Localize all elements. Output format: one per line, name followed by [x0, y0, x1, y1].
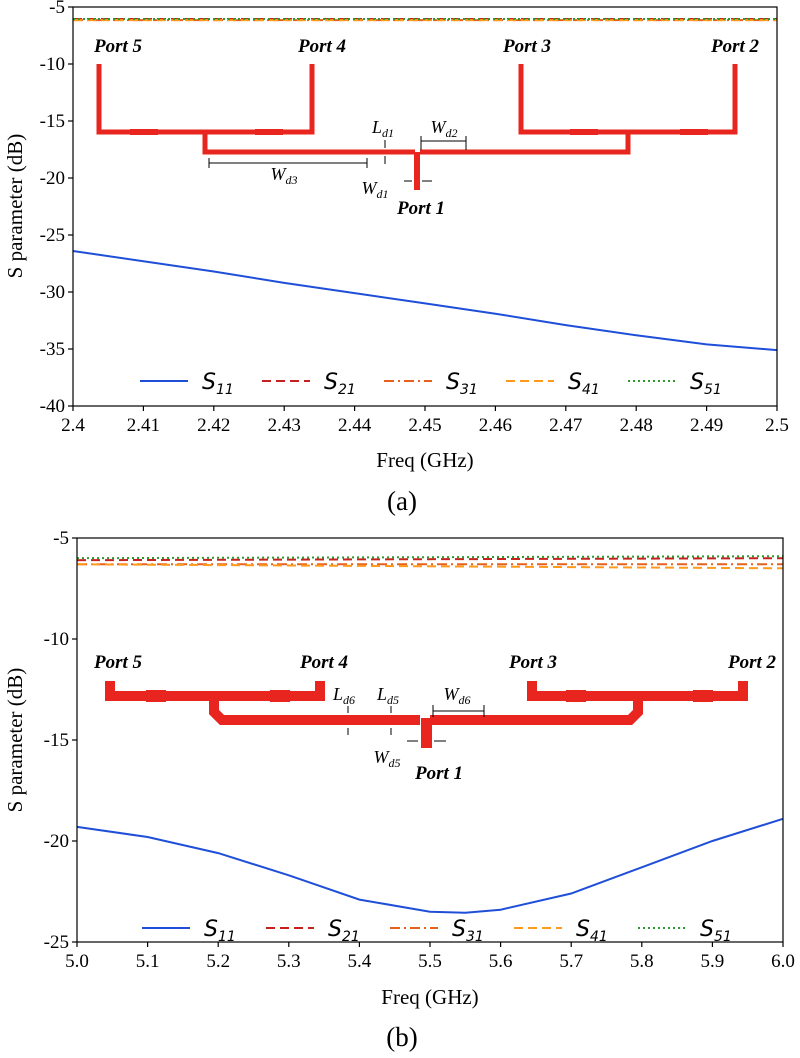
- y-tick-label: -20: [40, 168, 65, 189]
- y-tick-label: -15: [44, 730, 69, 751]
- y-tick-label: -5: [53, 528, 69, 549]
- trace-segment: [680, 129, 708, 135]
- port-label: Port 1: [414, 763, 463, 784]
- legend-label-s41: S41: [576, 917, 608, 945]
- x-tick-label: 2.4: [61, 415, 85, 436]
- legend-label-s31: S31: [452, 917, 484, 945]
- panel-b: Ld6 Ld5 Wd6 Wd5 Port 5 Port 4 Port 3 Port 2 Port…: [3, 528, 795, 1052]
- legend-label-s41: S41: [568, 370, 600, 398]
- port-label: Port 2: [727, 652, 777, 673]
- x-tick-label: 2.41: [127, 415, 160, 436]
- feed-line: [421, 718, 432, 748]
- x-tick-label: 2.42: [197, 415, 230, 436]
- x-axis-label-a: Freq (GHz): [376, 448, 473, 472]
- x-tick-label: 2.49: [690, 415, 723, 436]
- divider-layout-b: Ld6 Ld5 Wd6 Wd5 Port 5 Port 4 Port 3 Port 2 Port…: [93, 652, 777, 784]
- caption-a: (a): [387, 486, 417, 516]
- microstrip-trace: [96, 64, 415, 155]
- legend-label-s51: S51: [690, 370, 722, 398]
- y-tick-label: -5: [49, 0, 65, 18]
- trace-segment: [693, 690, 713, 702]
- x-tick-label: 5.5: [418, 951, 442, 972]
- series-s51-line: [76, 555, 784, 560]
- microstrip-trace: [638, 681, 748, 701]
- y-axis-label-b: S parameter (dB): [3, 668, 27, 813]
- microstrip-trace: [205, 64, 315, 135]
- trace-segment: [130, 129, 158, 135]
- panel-a: Ld1 Wd2 Wd3 Wd1 Port 5 Port 4 Port 3 Port 2 Port…: [3, 0, 789, 516]
- y-tick-label: -40: [40, 396, 65, 417]
- legend-label-s21: S21: [328, 917, 360, 945]
- microstrip-trace: [105, 681, 420, 725]
- x-tick-label: 5.1: [136, 951, 160, 972]
- dimension-label: Ld5: [376, 684, 399, 707]
- legend-label-s11: S11: [204, 917, 236, 945]
- caption-b: (b): [386, 1022, 417, 1052]
- series-s11-line: [76, 817, 784, 914]
- dimension-label: Wd3: [271, 164, 298, 187]
- dimension-label: Wd6: [444, 684, 471, 707]
- dimension-label: Wd2: [431, 117, 458, 140]
- trace-segment: [566, 690, 586, 702]
- trace-segment: [146, 690, 166, 702]
- x-tick-label: 2.48: [620, 415, 653, 436]
- legend-label-s51: S51: [700, 917, 732, 945]
- x-tick-label: 2.45: [408, 415, 441, 436]
- legend-label-s21: S21: [324, 370, 356, 398]
- y-tick-label: -25: [44, 932, 69, 953]
- trace-segment: [255, 129, 283, 135]
- microstrip-trace: [628, 64, 738, 135]
- feed-line: [414, 152, 420, 190]
- y-tick-label: -20: [44, 831, 69, 852]
- x-tick-label: 5.9: [701, 951, 725, 972]
- series-s11-line: [72, 250, 778, 352]
- dimension-label: Ld1: [371, 117, 394, 140]
- x-tick-label: 2.43: [268, 415, 301, 436]
- legend-a: S11 S21 S31 S41 S51: [140, 370, 722, 398]
- x-tick-label: 5.0: [65, 951, 89, 972]
- port-label: Port 5: [93, 36, 143, 57]
- series-s41-line: [76, 563, 784, 570]
- x-tick-label: 5.8: [630, 951, 654, 972]
- trace-segment: [570, 129, 598, 135]
- port-label: Port 4: [297, 36, 346, 57]
- x-tick-label: 5.2: [206, 951, 230, 972]
- x-tick-label: 5.7: [559, 951, 583, 972]
- port-label: Port 2: [710, 36, 760, 57]
- series-s21-line: [76, 557, 784, 562]
- dimension-label: Wd5: [374, 747, 401, 770]
- dimension-label: Wd1: [362, 178, 389, 201]
- trace-segment: [270, 690, 290, 702]
- dimension-label: Ld6: [332, 684, 355, 707]
- port-label: Port 5: [93, 652, 143, 673]
- y-tick-label: -25: [40, 225, 65, 246]
- legend-b: S11 S21 S31 S41 S51: [142, 917, 732, 945]
- x-tick-label: 6.0: [771, 951, 795, 972]
- port-label: Port 3: [508, 652, 557, 673]
- x-axis-label-b: Freq (GHz): [381, 985, 478, 1009]
- microstrip-trace: [214, 681, 325, 701]
- x-tick-label: 5.6: [489, 951, 513, 972]
- y-tick-label: -30: [40, 282, 65, 303]
- x-tick-label: 2.47: [549, 415, 582, 436]
- divider-layout-a: Ld1 Wd2 Wd3 Wd1 Port 5 Port 4 Port 3 Port 2 Port…: [93, 36, 760, 219]
- legend-label-s11: S11: [202, 370, 234, 398]
- x-tick-label: 5.3: [277, 951, 301, 972]
- x-tick-label: 2.46: [479, 415, 512, 436]
- x-tick-label: 2.5: [765, 415, 789, 436]
- y-tick-label: -35: [40, 339, 65, 360]
- y-axis-label-a: S parameter (dB): [3, 134, 27, 279]
- port-label: Port 4: [299, 652, 348, 673]
- legend-label-s31: S31: [446, 370, 478, 398]
- y-tick-label: -10: [44, 629, 69, 650]
- port-label: Port 1: [396, 198, 445, 219]
- y-tick-label: -10: [40, 54, 65, 75]
- x-tick-label: 5.4: [348, 951, 372, 972]
- y-tick-label: -15: [40, 111, 65, 132]
- microstrip-trace: [430, 681, 643, 725]
- port-label: Port 3: [502, 36, 551, 57]
- x-tick-label: 2.44: [338, 415, 372, 436]
